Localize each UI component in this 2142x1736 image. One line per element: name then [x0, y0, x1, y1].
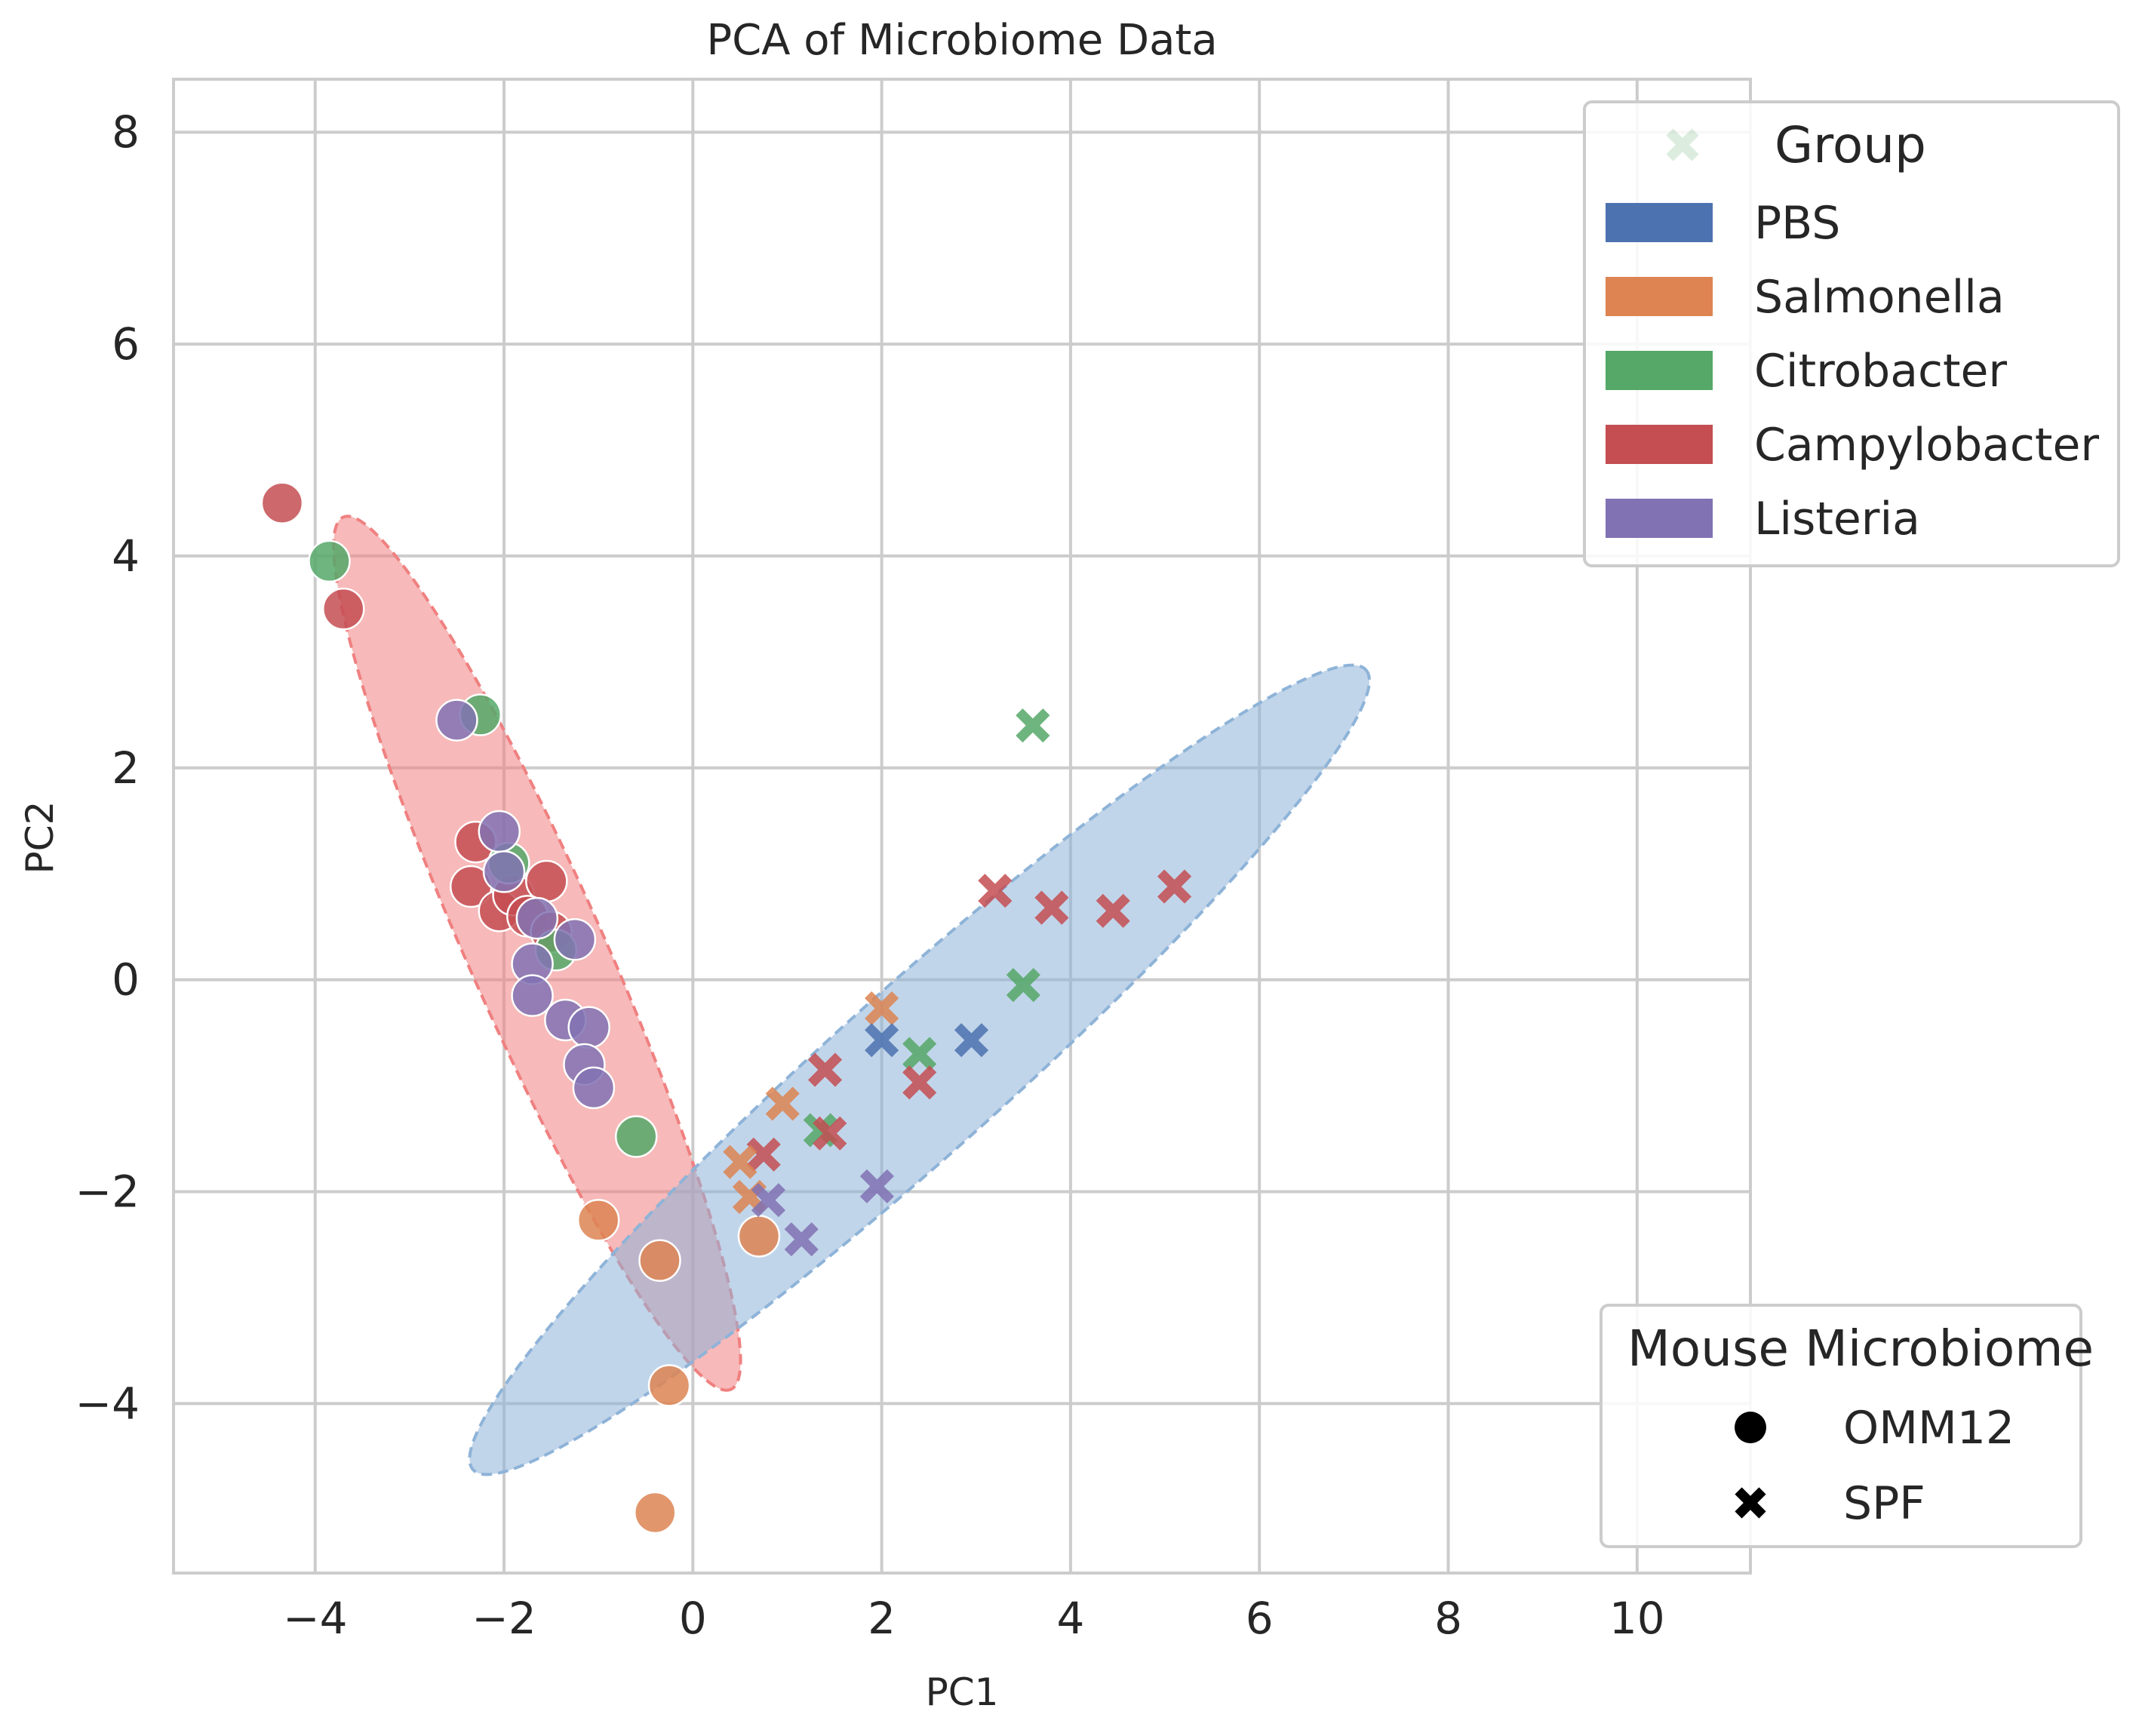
- data-point-spf-listeria: [859, 1169, 894, 1204]
- legend-label-pbs: PBS: [1754, 197, 1840, 250]
- data-point-spf-campylobacter: [1157, 869, 1192, 904]
- data-point-spf-campylobacter: [746, 1137, 781, 1172]
- data-point-omm12-salmonella: [737, 1215, 781, 1258]
- data-point-spf-campylobacter: [902, 1065, 937, 1100]
- legend-label-citrobacter: Citrobacter: [1754, 345, 2007, 398]
- data-point-spf-campylobacter: [807, 1052, 843, 1087]
- data-point-spf-campylobacter: [1034, 890, 1069, 925]
- data-point-spf-citrobacter: [1016, 708, 1050, 743]
- data-point-spf-campylobacter: [813, 1116, 847, 1151]
- legend-title-x-marker-icon: [1666, 128, 1699, 161]
- microbiome-legend: Mouse Microbiome OMM12 SPF: [1600, 1304, 2094, 1548]
- legend-swatch-listeria: [1606, 499, 1713, 538]
- legend-swatch-campylobacter: [1606, 425, 1713, 464]
- data-point-omm12-listeria: [478, 810, 521, 853]
- legend-swatch-citrobacter: [1606, 351, 1713, 390]
- microbiome-legend-title: Mouse Microbiome: [1627, 1320, 2094, 1378]
- x-tick-label: 2: [868, 1593, 896, 1644]
- y-tick-label: 8: [112, 106, 140, 158]
- group-legend: Group PBS Salmonella Citrobacter Campylobac…: [1583, 100, 2120, 567]
- data-point-omm12-listeria: [515, 896, 559, 940]
- data-point-omm12-salmonella: [638, 1239, 681, 1282]
- legend-label-salmonella: Salmonella: [1754, 271, 2005, 324]
- x-tick-label: 4: [1056, 1593, 1084, 1644]
- y-tick-label: 6: [112, 318, 140, 370]
- y-tick-label: −2: [75, 1166, 140, 1217]
- x-tick-label: 10: [1609, 1593, 1665, 1644]
- data-point-spf-listeria: [751, 1183, 786, 1218]
- data-point-spf-pbs: [865, 1023, 899, 1058]
- y-axis-label: PC2: [18, 801, 62, 874]
- legend-marker-circle-icon: [1735, 1412, 1766, 1443]
- legend-label-listeria: Listeria: [1754, 493, 1920, 545]
- data-point-spf-citrobacter: [902, 1037, 937, 1071]
- x-axis-label: PC1: [926, 1670, 999, 1714]
- y-tick-label: 2: [112, 742, 140, 794]
- data-point-omm12-listeria: [553, 918, 597, 961]
- y-tick-labels: −4 −2 0 2 4 6 8: [75, 106, 140, 1429]
- x-tick-label: −4: [283, 1593, 348, 1644]
- data-point-omm12-citrobacter: [614, 1115, 658, 1158]
- data-point-spf-citrobacter: [1006, 968, 1040, 1003]
- legend-label-spf: SPF: [1843, 1477, 1925, 1530]
- chart-title: PCA of Microbiome Data: [706, 16, 1217, 65]
- data-point-omm12-listeria: [567, 1006, 610, 1049]
- data-point-spf-salmonella: [865, 991, 899, 1026]
- group-legend-title: Group: [1775, 116, 1926, 174]
- data-point-omm12-salmonella: [576, 1199, 620, 1242]
- data-point-omm12-listeria: [482, 850, 526, 893]
- confidence-ellipse-spf: [468, 663, 1371, 1476]
- legend-swatch-salmonella: [1606, 277, 1713, 316]
- data-point-spf-salmonella: [765, 1086, 800, 1121]
- data-point-omm12-campylobacter: [322, 587, 365, 631]
- data-point-spf-pbs: [954, 1023, 989, 1058]
- x-tick-label: 6: [1246, 1593, 1274, 1644]
- y-tick-label: 0: [112, 954, 140, 1006]
- x-tick-labels: −4 −2 0 2 4 6 8 10: [283, 1593, 1665, 1644]
- legend-marker-x-icon: [1735, 1487, 1766, 1519]
- group-legend-frame: [1583, 100, 2120, 567]
- x-tick-label: 8: [1434, 1593, 1462, 1644]
- legend-label-omm12: OMM12: [1843, 1402, 2014, 1455]
- data-point-omm12-citrobacter: [308, 539, 351, 583]
- data-point-omm12-listeria: [435, 699, 478, 742]
- data-points: [260, 481, 1192, 1535]
- x-tick-label: 0: [679, 1593, 707, 1644]
- data-point-spf-campylobacter: [1096, 893, 1130, 928]
- data-point-omm12-listeria: [511, 974, 554, 1017]
- data-point-omm12-campylobacter: [260, 481, 304, 524]
- y-tick-label: −4: [75, 1378, 140, 1429]
- legend-title-x-marker: [1666, 128, 1699, 161]
- microbiome-legend-frame: [1600, 1304, 2082, 1548]
- legend-label-campylobacter: Campylobacter: [1754, 419, 2099, 472]
- data-point-omm12-listeria: [572, 1066, 616, 1110]
- y-tick-label: 4: [112, 530, 140, 582]
- legend-swatch-pbs: [1606, 203, 1713, 242]
- data-point-spf-salmonella: [723, 1145, 758, 1179]
- data-point-spf-campylobacter: [978, 874, 1013, 908]
- plot-frame: [172, 78, 1752, 1575]
- x-tick-label: −2: [472, 1593, 536, 1644]
- data-point-spf-listeria: [784, 1222, 819, 1257]
- data-point-omm12-salmonella: [634, 1491, 677, 1535]
- data-point-omm12-salmonella: [647, 1364, 691, 1407]
